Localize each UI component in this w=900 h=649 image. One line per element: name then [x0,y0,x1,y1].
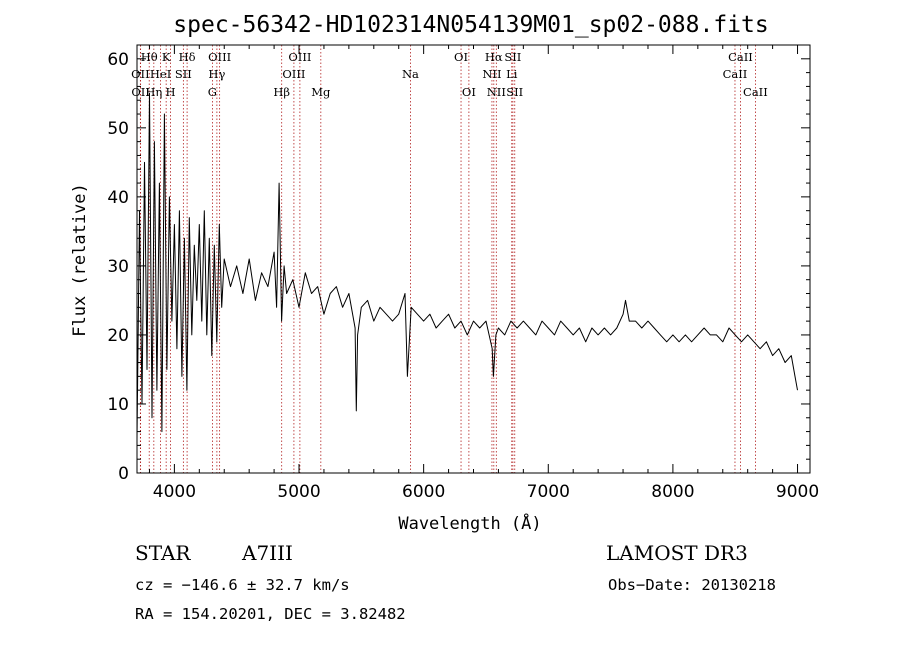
line-marker-label: G [208,85,217,99]
spectrum-line [136,92,798,439]
x-tick-label: 6000 [402,482,445,502]
line-marker-label: OI [454,50,468,64]
line-marker-label: Hγ [208,67,225,81]
line-marker-label: Li [506,67,518,81]
chart-title: spec-56342-HD102314N054139M01_sp02-088.f… [173,12,768,38]
line-marker-label: OIII [282,67,305,81]
x-tick-label: 9000 [776,482,819,502]
line-marker-label: SII [175,67,192,81]
x-tick-label: 7000 [527,482,570,502]
line-marker-label: Hδ [179,50,196,64]
coordinates: RA = 154.20201, DEC = 3.82482 [135,605,406,623]
spectrum-layer [136,92,798,439]
line-markers [139,45,756,473]
line-marker-label: HeI [150,67,171,81]
y-tick-label: 30 [107,257,129,277]
line-marker-label: NII [487,85,506,99]
survey-name: LAMOST DR3 [606,541,748,565]
line-marker-label: OIII [288,50,311,64]
line-marker-label: Hα [485,50,503,64]
plot-frame [136,44,811,474]
line-marker-label: OI [462,85,476,99]
x-tick-label: 8000 [651,482,694,502]
y-axis-label: Flux (relative) [70,183,90,337]
obs-date: Obs−Date: 20130218 [608,576,776,594]
redshift-cz: cz = −146.6 ± 32.7 km/s [135,576,350,594]
line-marker-label: CaII [723,67,748,81]
object-class: STAR [135,541,191,565]
y-tick-label: 20 [107,326,129,346]
y-tick-label: 40 [107,188,129,208]
line-marker-label: NII [482,67,501,81]
line-marker-label: H [166,85,176,99]
line-marker-label: CaII [743,85,768,99]
line-marker-labels: OII OII Hθ Hη HeI K H SII Hδ G Hγ OIII Hβ OIII OIII Mg N… [131,50,768,99]
line-marker-label: CaII [728,50,753,64]
line-marker-label: Hη [145,85,162,99]
object-subclass: A7III [241,541,293,565]
x-axis-ticks: 4000 5000 6000 7000 8000 9000 [148,45,819,502]
y-axis-ticks: 0 10 20 30 40 50 60 [107,50,810,484]
y-tick-label: 60 [107,50,129,70]
line-marker-label: SII [506,85,523,99]
line-marker-label: Hθ [141,50,158,64]
line-marker-label: Hβ [273,85,290,99]
line-marker-label: SII [504,50,521,64]
y-tick-label: 50 [107,119,129,139]
line-marker-label: Na [402,67,419,81]
y-tick-label: 10 [107,395,129,415]
line-marker-label: OII [131,85,150,99]
line-marker-label: Mg [311,85,331,99]
line-marker-label: OIII [208,50,231,64]
y-tick-label: 0 [118,464,129,484]
x-axis-label: Wavelength (Å) [398,512,541,534]
line-marker-label: OII [131,67,150,81]
line-marker-label: K [162,50,171,64]
x-tick-label: 4000 [153,482,196,502]
x-tick-label: 5000 [277,482,320,502]
